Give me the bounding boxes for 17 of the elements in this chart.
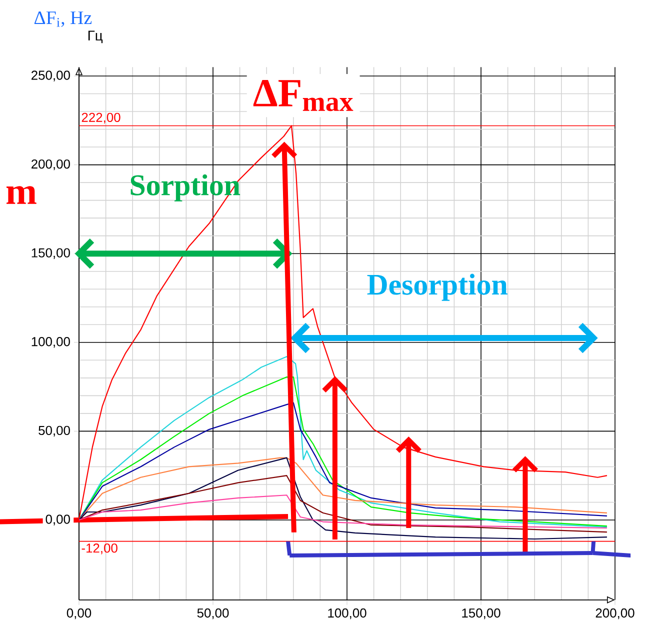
y-tick-label: 150,00 bbox=[32, 248, 70, 259]
x-tick-label: 150,00 bbox=[462, 608, 500, 620]
y-tick-label: 100,00 bbox=[32, 337, 70, 348]
y-tick-label: 250,00 bbox=[32, 70, 70, 82]
annotation: ΔF$_{max}$ bbox=[253, 80, 354, 112]
ref-line-label: 222,00 bbox=[82, 112, 120, 124]
x-tick-label: 100,00 bbox=[328, 608, 366, 620]
y-tick-label: 0,00 bbox=[46, 514, 70, 526]
y-axis-title: ΔF$_{i}$, Hz bbox=[34, 11, 92, 27]
x-tick-label: 200,00 bbox=[596, 608, 634, 620]
ref-line-label: -12,00 bbox=[82, 544, 118, 554]
text: m bbox=[6, 186, 36, 204]
y-tick-label: 200,00 bbox=[32, 159, 70, 170]
x-tick-label: 0,00 bbox=[66, 608, 92, 620]
x-tick-label: 50,00 bbox=[197, 608, 229, 620]
text: Гц bbox=[88, 30, 103, 44]
y-tick-label: 50,00 bbox=[38, 426, 70, 437]
